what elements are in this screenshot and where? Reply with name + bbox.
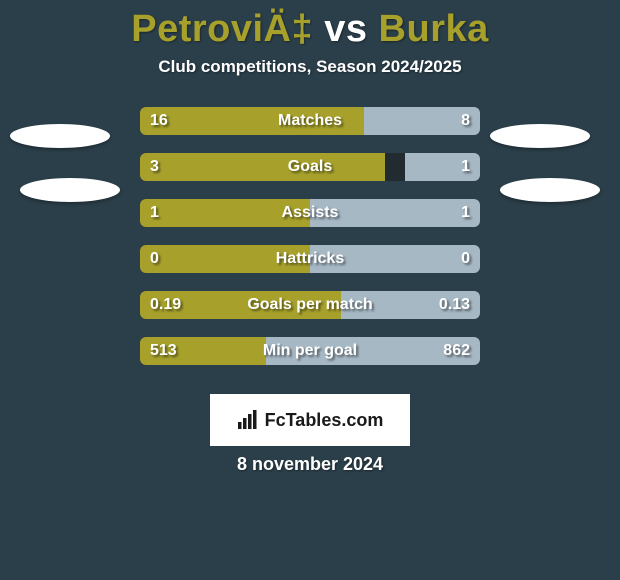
vs-text: vs — [324, 8, 367, 50]
player-photo-placeholder — [10, 124, 110, 148]
value-left: 513 — [150, 337, 177, 365]
bar-left-fill — [140, 107, 364, 135]
value-left: 3 — [150, 153, 159, 181]
bar-track — [140, 107, 480, 135]
value-left: 0 — [150, 245, 159, 273]
stat-row: Hattricks00 — [0, 245, 620, 291]
player1-name: PetroviÄ‡ — [131, 8, 313, 50]
value-left: 0.19 — [150, 291, 181, 319]
bar-track — [140, 337, 480, 365]
bar-right-fill — [310, 199, 480, 227]
value-right: 1 — [461, 153, 470, 181]
bar-track — [140, 199, 480, 227]
value-right: 1 — [461, 199, 470, 227]
value-right: 862 — [443, 337, 470, 365]
stat-row: Goals per match0.190.13 — [0, 291, 620, 337]
bar-right-fill — [310, 245, 480, 273]
bar-track — [140, 291, 480, 319]
value-left: 1 — [150, 199, 159, 227]
comparison-card: PetroviÄ‡ vs Burka Club competitions, Se… — [0, 0, 620, 580]
watermark-text: FcTables.com — [265, 410, 384, 431]
value-right: 8 — [461, 107, 470, 135]
subtitle: Club competitions, Season 2024/2025 — [0, 57, 620, 77]
title-row: PetroviÄ‡ vs Burka — [0, 0, 620, 51]
value-right: 0.13 — [439, 291, 470, 319]
player-photo-placeholder — [500, 178, 600, 202]
bar-left-fill — [140, 245, 310, 273]
stat-row: Assists11 — [0, 199, 620, 245]
watermark: FcTables.com — [210, 394, 410, 446]
bar-left-fill — [140, 153, 385, 181]
player2-name: Burka — [379, 8, 489, 50]
value-left: 16 — [150, 107, 168, 135]
chart-icon — [237, 410, 259, 430]
bar-track — [140, 153, 480, 181]
date-line: 8 november 2024 — [0, 454, 620, 475]
player-photo-placeholder — [490, 124, 590, 148]
bar-track — [140, 245, 480, 273]
bar-left-fill — [140, 199, 310, 227]
bars-area: Matches168Goals31Assists11Hattricks00Goa… — [0, 107, 620, 383]
value-right: 0 — [461, 245, 470, 273]
player-photo-placeholder — [20, 178, 120, 202]
stat-row: Min per goal513862 — [0, 337, 620, 383]
